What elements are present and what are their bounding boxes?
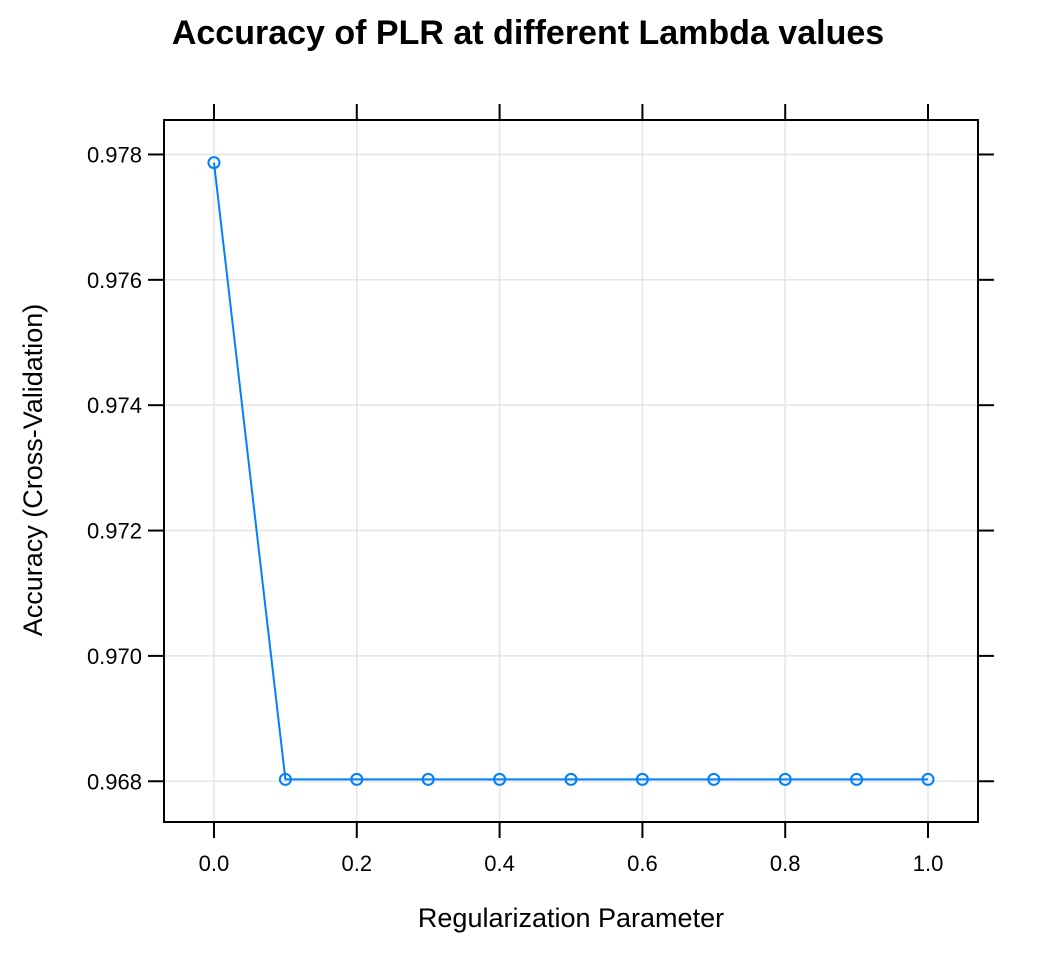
- data-point: [635, 772, 649, 786]
- plot-border: [163, 119, 979, 823]
- y-tick-label: 0.970: [87, 644, 142, 669]
- x-tick-label: 0.2: [341, 851, 372, 876]
- y-tick-label: 0.972: [87, 519, 142, 544]
- data-series: [207, 156, 935, 786]
- data-point: [564, 772, 578, 786]
- chart-title: Accuracy of PLR at different Lambda valu…: [172, 14, 884, 52]
- data-point: [778, 772, 792, 786]
- plot-frame: [163, 119, 979, 823]
- y-tick-label: 0.974: [87, 393, 142, 418]
- y-tick-label: 0.978: [87, 142, 142, 167]
- x-tick-label: 0.8: [770, 851, 801, 876]
- axis-ticks: 0.0 0.2 0.4 0.6 0.8 1.0 0.968 0.970 0.972 0.974 0.…: [87, 104, 994, 876]
- data-point: [278, 772, 292, 786]
- data-point: [850, 772, 864, 786]
- x-tick-label: 0.4: [484, 851, 515, 876]
- data-point: [921, 772, 935, 786]
- grid-lines: [164, 120, 978, 822]
- data-point: [707, 772, 721, 786]
- x-tick-label: 0.6: [627, 851, 658, 876]
- y-tick-label: 0.968: [87, 769, 142, 794]
- y-tick-label: 0.976: [87, 268, 142, 293]
- x-tick-label: 1.0: [913, 851, 944, 876]
- data-point: [493, 772, 507, 786]
- x-axis-label: Regularization Parameter: [418, 903, 724, 933]
- data-point: [350, 772, 364, 786]
- series-line: [212, 162, 929, 781]
- data-point: [421, 772, 435, 786]
- y-axis-label: Accuracy (Cross-Validation): [18, 304, 48, 637]
- x-tick-label: 0.0: [199, 851, 230, 876]
- data-point: [207, 156, 221, 170]
